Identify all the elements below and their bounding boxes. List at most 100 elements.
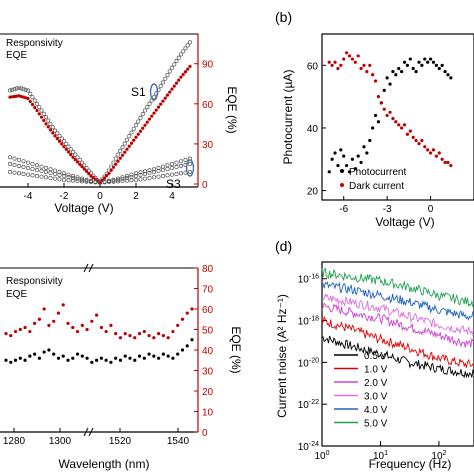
panel-a-point xyxy=(115,176,121,181)
panel-c-y2tick-label: 60 xyxy=(202,305,214,316)
panel-a-point xyxy=(16,163,22,169)
panel-b-photocurrent-point xyxy=(339,148,343,152)
panel-b-dark-current-point xyxy=(402,123,407,127)
panel-a-point xyxy=(174,160,179,165)
panel-a-point xyxy=(124,175,130,181)
panel-b-xtick-label: -6 xyxy=(339,204,348,215)
panel-a-point xyxy=(163,96,167,100)
panel-c-responsivity-point xyxy=(66,358,70,362)
panel-b-dark-current-point xyxy=(394,120,398,124)
panel-b-label: (b) xyxy=(275,9,292,25)
panel-c-eqe-point xyxy=(147,334,151,338)
panel-c-responsivity-point xyxy=(80,354,84,358)
panel-b-dark-current-point xyxy=(368,63,372,67)
panel-a-point xyxy=(61,173,67,179)
panel-a-point xyxy=(66,172,71,177)
panel-a-point xyxy=(61,177,67,183)
panel-c-eqe-point xyxy=(137,332,142,336)
panel-a-point xyxy=(168,90,172,94)
panel-c-y2tick-label: 50 xyxy=(202,326,214,337)
panel-b-photocurrent-point xyxy=(385,76,389,80)
panel-a-point xyxy=(145,105,150,110)
panel-a-point xyxy=(176,55,181,60)
panel-a-point xyxy=(174,81,179,85)
panel-b-photocurrent-point xyxy=(373,113,378,118)
panel-a-point xyxy=(138,177,143,182)
panel-a-point xyxy=(61,171,67,176)
panel-a-point xyxy=(51,131,55,135)
panel-a-point xyxy=(55,131,60,136)
panel-a-point xyxy=(124,178,130,183)
panel-c-eqe-point xyxy=(166,336,170,340)
panel-a-point xyxy=(64,147,68,151)
panel-b-ylabel: Photocurrent (µA) xyxy=(281,70,295,165)
panel-a-point xyxy=(53,134,57,138)
panel-a-point xyxy=(19,86,24,91)
panel-a-point xyxy=(142,171,148,177)
panel-a-point xyxy=(151,95,157,100)
panel-a-point xyxy=(7,155,13,160)
panel-a-point xyxy=(79,179,85,184)
panel-a-point xyxy=(89,174,93,178)
panel-a-point xyxy=(66,178,71,183)
panel-d-ytick-label: 10-24 xyxy=(298,441,319,453)
panel-c-eqe-point xyxy=(161,334,165,338)
panel-d-xtick-label: 101 xyxy=(373,450,388,462)
panel-a-legend-2: EQE xyxy=(6,50,27,61)
panel-a-y2tick-label: 90 xyxy=(202,60,214,71)
panel-c-responsivity-point xyxy=(128,356,132,360)
panel-a-annotation-s1: S1 xyxy=(131,85,146,99)
panel-b-legend-2: Dark current xyxy=(349,181,404,192)
panel-c-eqe-point xyxy=(56,311,61,315)
panel-a-point xyxy=(142,169,148,174)
panel-b-photocurrent-point xyxy=(368,138,372,143)
panel-a-point xyxy=(118,156,122,160)
panel-a-point xyxy=(165,163,170,168)
panel-a-point xyxy=(37,112,41,116)
panel-a-point xyxy=(88,179,94,185)
panel-a-point xyxy=(25,88,31,93)
panel-a-point xyxy=(26,96,30,101)
panel-b-photocurrent-point xyxy=(345,163,349,168)
panel-a-point xyxy=(46,125,50,129)
panel-b-dark-current-point xyxy=(376,95,381,99)
panel-a-point xyxy=(136,119,141,124)
panel-c-responsivity-point xyxy=(4,358,8,362)
panel-c-eqe-point xyxy=(176,323,180,327)
panel-b-dark-current-point xyxy=(391,116,395,121)
panel-b-dark-current-point xyxy=(420,138,424,143)
panel-a-point xyxy=(129,141,134,145)
panel-a-point xyxy=(120,153,125,157)
panel-b-photocurrent-point xyxy=(405,63,410,67)
panel-b-dark-current-point xyxy=(434,154,438,158)
panel-b-dark-current-point xyxy=(388,110,392,114)
panel-a-point xyxy=(21,164,26,170)
panel-a-point xyxy=(52,176,58,181)
panel-a-point xyxy=(159,102,163,106)
panel-a-point xyxy=(156,174,161,179)
panel-a-point xyxy=(73,152,78,157)
panel-b-dark-current-point xyxy=(405,132,410,136)
panel-a-point xyxy=(21,159,26,164)
panel-a-point xyxy=(42,118,46,123)
panel-a-point xyxy=(138,170,143,175)
panel-a-point xyxy=(93,180,98,185)
panel-b-dark-current-point xyxy=(431,148,436,152)
panel-a-y2label: EQE (%) xyxy=(225,86,239,133)
panel-b-dark-current-point xyxy=(449,163,453,168)
panel-a-point xyxy=(142,108,148,113)
panel-b-photocurrent-point xyxy=(353,167,357,171)
panel-a-point xyxy=(7,169,13,175)
panel-a-point xyxy=(115,177,121,183)
panel-c-xtick-label: 1520 xyxy=(109,436,132,447)
panel-c-responsivity-point xyxy=(33,352,37,356)
panel-a-point xyxy=(7,161,13,167)
panel-d-ytick-label: 10-16 xyxy=(298,274,319,286)
panel-c-eqe-point xyxy=(80,323,84,327)
panel-a-point xyxy=(151,167,157,172)
panel-a-point xyxy=(160,164,166,169)
panel-b-xlabel: Voltage (V) xyxy=(375,215,434,229)
panel-a-point xyxy=(75,176,80,182)
panel-c-eqe-point xyxy=(37,317,41,321)
panel-a-point xyxy=(169,65,175,70)
